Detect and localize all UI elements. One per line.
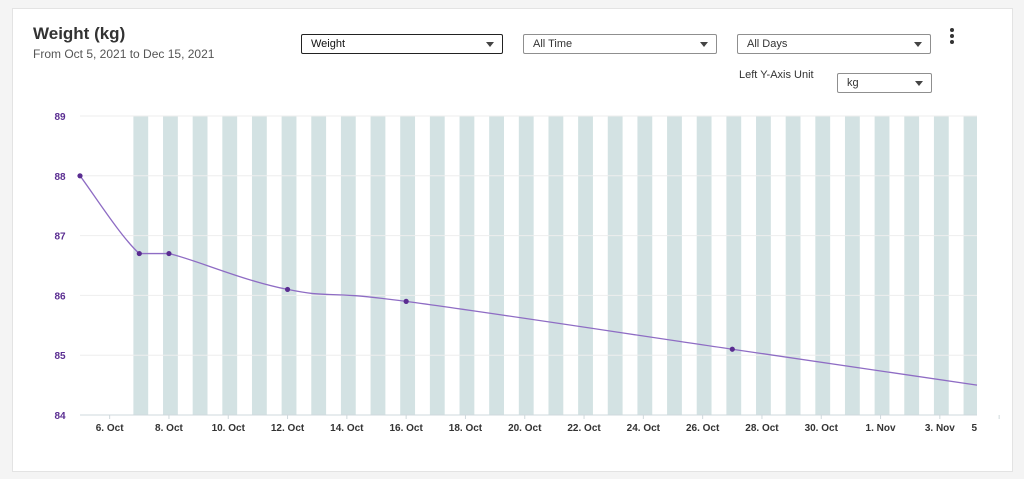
- x-tick-label: 28. Oct: [745, 423, 779, 434]
- y-tick-label: 89: [54, 112, 66, 123]
- day-band: [518, 116, 534, 415]
- day-band: [785, 116, 801, 415]
- day-band: [370, 116, 386, 415]
- data-point: [403, 298, 409, 304]
- series-line: [79, 175, 978, 386]
- x-tick-label: 12. Oct: [271, 423, 305, 434]
- day-band: [904, 116, 920, 415]
- day-band: [251, 116, 267, 415]
- data-point: [136, 250, 142, 257]
- day-band: [459, 116, 475, 415]
- x-tick-label: 10. Oct: [212, 423, 246, 434]
- x-tick-label: 8. Oct: [155, 423, 183, 434]
- y-tick-label: 86: [54, 291, 66, 302]
- day-band: [163, 116, 178, 415]
- day-band: [726, 116, 742, 415]
- day-band: [222, 116, 238, 415]
- y-axis-unit-value: kg: [847, 77, 859, 89]
- x-tick-label: 14. Oct: [330, 423, 364, 434]
- days-select[interactable]: All Days: [737, 34, 931, 54]
- day-band: [815, 116, 831, 415]
- day-band: [133, 116, 149, 415]
- x-tick-label: 16. Oct: [389, 423, 423, 434]
- chevron-down-icon: [700, 42, 708, 47]
- data-points: [77, 173, 735, 352]
- metric-select[interactable]: Weight: [301, 34, 503, 54]
- x-tick-label: 24. Oct: [627, 423, 661, 434]
- day-band: [874, 116, 890, 415]
- series-line-layer: [79, 175, 978, 386]
- x-tick-label: 3. Nov: [925, 423, 955, 434]
- day-band: [429, 116, 445, 415]
- y-axis-unit-label: Left Y-Axis Unit: [739, 69, 814, 81]
- x-tick-label: 6. Oct: [96, 423, 124, 434]
- metric-select-value: Weight: [311, 38, 346, 50]
- x-tick-label: 20. Oct: [508, 423, 542, 434]
- x-tick-label: 30. Oct: [805, 423, 839, 434]
- date-range-subtitle: From Oct 5, 2021 to Dec 15, 2021: [33, 47, 215, 61]
- day-band: [281, 116, 297, 415]
- day-band: [578, 116, 593, 415]
- day-band: [192, 116, 208, 415]
- weekend-bands: [133, 116, 977, 415]
- day-band: [933, 116, 949, 415]
- x-tick-label: 22. Oct: [567, 423, 601, 434]
- day-band: [844, 116, 860, 415]
- day-band: [340, 116, 356, 415]
- chevron-down-icon: [914, 42, 922, 47]
- chart-title: Weight (kg): [33, 24, 126, 43]
- day-band: [400, 116, 416, 415]
- y-axis-unit-select[interactable]: kg: [837, 73, 932, 93]
- day-band: [667, 116, 682, 415]
- y-tick-label: 84: [54, 411, 66, 422]
- data-point: [166, 250, 172, 257]
- x-tick-label: 18. Oct: [449, 423, 483, 434]
- chevron-down-icon: [486, 42, 494, 47]
- x-tick-label: 26. Oct: [686, 423, 720, 434]
- time-range-select-value: All Time: [533, 38, 573, 50]
- day-band: [607, 116, 623, 415]
- x-axis-ticks: 6. Oct 8. Oct 10. Oct 12. Oct 14. Oct 16. Oct…: [96, 415, 1000, 434]
- x-tick-label: 1. Nov: [866, 423, 896, 434]
- y-tick-label: 85: [54, 351, 66, 362]
- y-axis-ticks: 84 85 86 87 88 89: [54, 112, 66, 422]
- more-options-icon[interactable]: [945, 25, 959, 47]
- day-band: [637, 116, 653, 415]
- day-band: [696, 116, 712, 415]
- days-select-value: All Days: [747, 38, 788, 50]
- day-band: [311, 116, 327, 415]
- y-tick-label: 87: [54, 232, 66, 243]
- day-band: [963, 116, 977, 415]
- day-band: [489, 116, 504, 415]
- day-band: [756, 116, 771, 415]
- data-point: [77, 173, 83, 179]
- data-point: [284, 286, 291, 293]
- x-tick-label: 5: [971, 423, 977, 434]
- day-band: [548, 116, 564, 415]
- chevron-down-icon: [915, 81, 923, 86]
- y-tick-label: 88: [54, 172, 66, 183]
- grid-lines: [80, 115, 977, 416]
- time-range-select[interactable]: All Time: [523, 34, 717, 54]
- data-point: [729, 346, 735, 352]
